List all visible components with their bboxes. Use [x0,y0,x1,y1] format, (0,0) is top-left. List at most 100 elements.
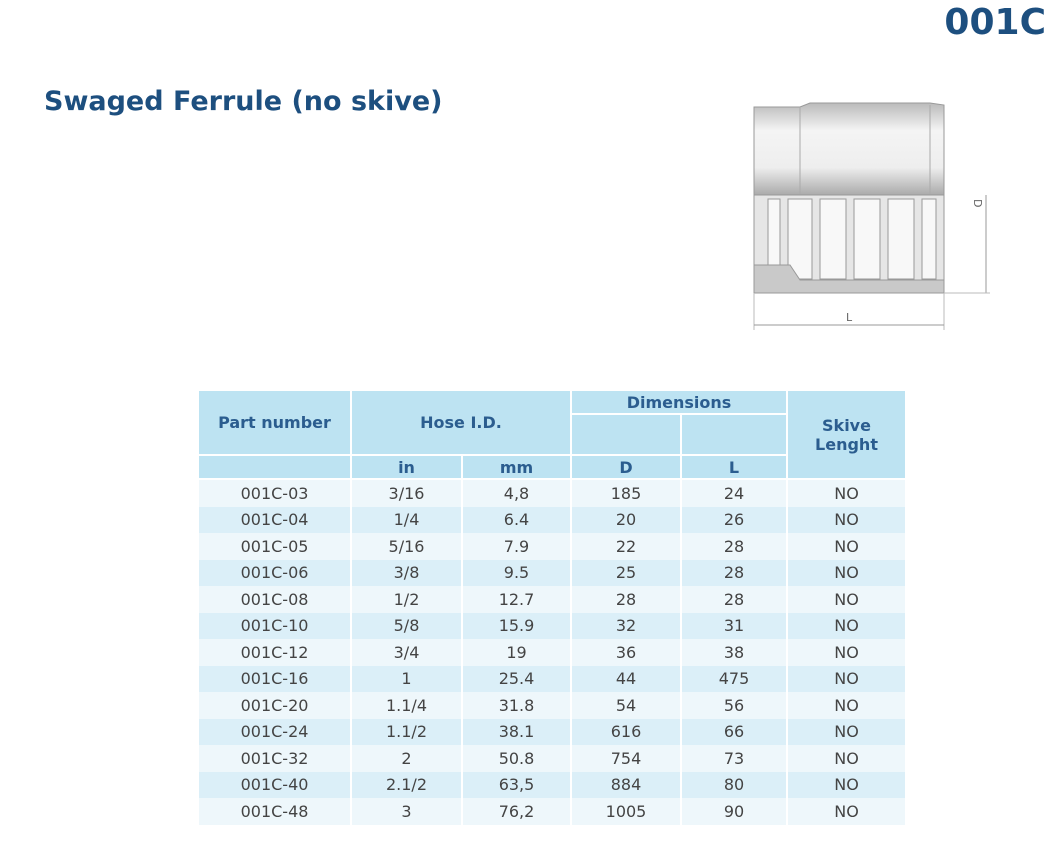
table-cell: 26 [680,506,788,533]
table-row: 001C-10 5/8 15.9 32 31 NO [197,612,907,639]
table-cell: NO [786,586,907,613]
table-cell: 001C-12 [197,639,352,666]
table-row: 001C-12 3/4 19 36 38 NO [197,639,907,666]
table-cell: 25 [570,559,682,586]
header-cell: L [680,454,788,480]
table-row: 001C-03 3/16 4,8 185 24 NO [197,479,907,507]
table-cell: 38 [680,639,788,666]
table-cell: 3/8 [350,559,463,586]
table-cell: 3 [350,798,463,825]
table-cell: 1.1/4 [350,692,463,719]
header-cell: Part number [197,389,352,456]
table-cell: NO [786,718,907,745]
table-cell: 001C-24 [197,718,352,745]
table-cell: NO [786,479,907,507]
table-cell: 2 [350,745,463,772]
table-cell: 001C-06 [197,559,352,586]
table-cell: 28 [680,533,788,560]
table-cell: NO [786,506,907,533]
table-cell: 9.5 [461,559,572,586]
table-cell: 31.8 [461,692,572,719]
header-cell: in [350,454,463,480]
header-cell: Hose I.D. [350,389,572,456]
table-row: 001C-32 2 50.8 754 73 NO [197,745,907,772]
ferrule-drawing: D L [753,102,990,330]
table-cell: 3/4 [350,639,463,666]
table-cell: 63,5 [461,771,572,798]
table-cell: 28 [680,559,788,586]
table-cell: NO [786,745,907,772]
table-row: 001C-48 3 76,2 1005 90 NO [197,798,907,825]
table-cell: NO [786,665,907,692]
table-row: 001C-04 1/4 6.4 20 26 NO [197,506,907,533]
table-cell: 7.9 [461,533,572,560]
table-cell: NO [786,771,907,798]
table-row: 001C-40 2.1/2 63,5 884 80 NO [197,771,907,798]
dimension-label: D [971,199,984,207]
table-cell: NO [786,559,907,586]
table-cell: 754 [570,745,682,772]
table-cell: 28 [680,586,788,613]
table-cell: 475 [680,665,788,692]
dimension-label: L [846,311,853,324]
table-cell: 25.4 [461,665,572,692]
table-cell: 6.4 [461,506,572,533]
table-cell: 38.1 [461,718,572,745]
table-row: 001C-16 1 25.4 44 475 NO [197,665,907,692]
table-row: 001C-24 1.1/2 38.1 616 66 NO [197,718,907,745]
table-body: 001C-03 3/16 4,8 185 24 NO 001C-04 1/4 6.4 20 26 NO… [197,479,907,825]
table-cell: 1/2 [350,586,463,613]
table-cell: 1/4 [350,506,463,533]
table-cell: 1005 [570,798,682,825]
table-cell: 66 [680,718,788,745]
spec-table: Part number Hose I.D. Dimensions Skive L… [197,389,907,825]
header-cell: mm [461,454,572,480]
table-cell: 24 [680,479,788,507]
table-cell: 22 [570,533,682,560]
header-cell: Skive Lenght [786,389,907,480]
table-cell: 36 [570,639,682,666]
table-row: 001C-05 5/16 7.9 22 28 NO [197,533,907,560]
table-cell: 001C-40 [197,771,352,798]
table-cell: 50.8 [461,745,572,772]
table-cell: 54 [570,692,682,719]
table-cell: 001C-04 [197,506,352,533]
table-cell: 001C-05 [197,533,352,560]
table-cell: 28 [570,586,682,613]
table-cell: 616 [570,718,682,745]
table-cell: 76,2 [461,798,572,825]
table-cell: 001C-10 [197,612,352,639]
table-cell: NO [786,612,907,639]
table-cell: 001C-16 [197,665,352,692]
header-cell: Dimensions [570,389,788,415]
table-cell: 5/8 [350,612,463,639]
table-cell: 15.9 [461,612,572,639]
table-cell: 5/16 [350,533,463,560]
table-cell: 185 [570,479,682,507]
table-cell: 884 [570,771,682,798]
table-cell: 73 [680,745,788,772]
table-cell: 12.7 [461,586,572,613]
table-cell: 001C-08 [197,586,352,613]
product-code: 001C [944,2,1046,43]
table-cell: 001C-03 [197,479,352,507]
header-cell [680,413,788,456]
table-cell: 001C-32 [197,745,352,772]
table-cell: 3/16 [350,479,463,507]
table-row: 001C-06 3/8 9.5 25 28 NO [197,559,907,586]
table-cell: 20 [570,506,682,533]
table-cell: 001C-48 [197,798,352,825]
table-cell: 80 [680,771,788,798]
header-cell [570,413,682,456]
header-cell: D [570,454,682,480]
table-row: 001C-20 1.1/4 31.8 54 56 NO [197,692,907,719]
table-cell: 19 [461,639,572,666]
table-cell: 90 [680,798,788,825]
table-cell: NO [786,798,907,825]
table-row: 001C-08 1/2 12.7 28 28 NO [197,586,907,613]
table-cell: NO [786,639,907,666]
table-cell: 2.1/2 [350,771,463,798]
table-cell: 31 [680,612,788,639]
table-cell: 4,8 [461,479,572,507]
